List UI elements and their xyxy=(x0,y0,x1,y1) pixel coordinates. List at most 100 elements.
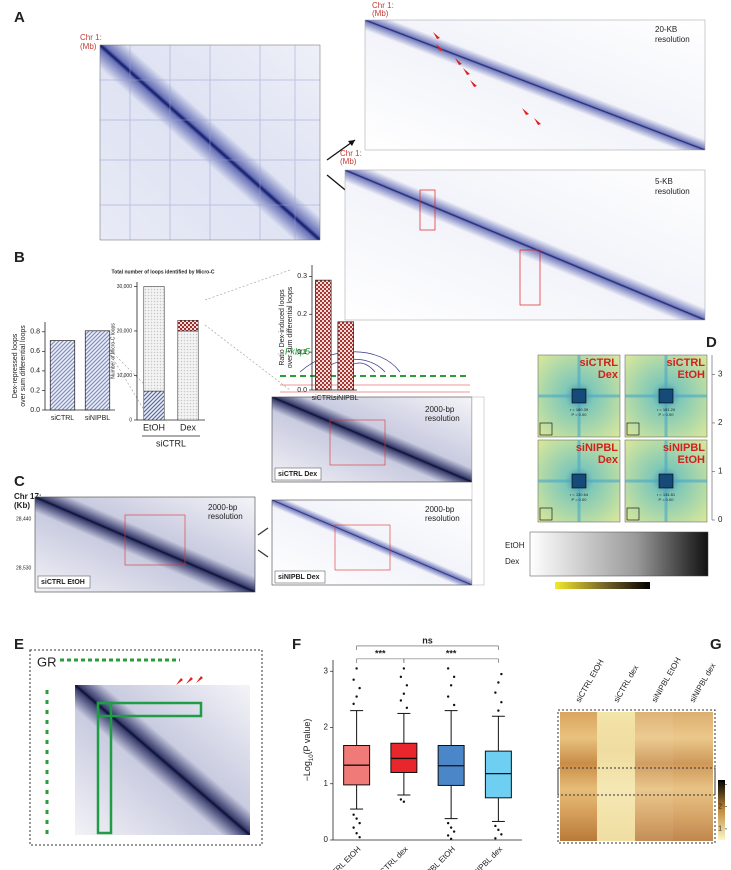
roi xyxy=(124,514,186,566)
pileup-stat: P = 0.00 xyxy=(572,497,588,502)
pileup-stat: r = 134.81 xyxy=(657,492,676,497)
y-tick-label: 0.3 xyxy=(297,273,307,280)
tracks xyxy=(280,384,470,393)
x-tick-label: siCTRL xyxy=(312,395,335,402)
outlier xyxy=(449,684,453,687)
bracket xyxy=(356,645,499,650)
resolution: resolution xyxy=(208,512,243,521)
hic-map xyxy=(75,685,250,835)
y-tick-label: 0.1 xyxy=(297,349,307,356)
x-tick-label: siCTRL EtOH xyxy=(322,844,363,870)
y-tick-label: 0 xyxy=(324,835,329,844)
arrow-head xyxy=(348,140,355,146)
y-axis-label: over sum differential loops xyxy=(20,325,27,407)
sample-label: Dex xyxy=(598,369,619,381)
bar xyxy=(337,321,354,391)
pileup-stat: r = 180.39 xyxy=(570,407,589,412)
apa-strip xyxy=(529,531,709,577)
colorbar xyxy=(718,780,725,840)
panel-label: A xyxy=(14,9,25,26)
pileup-corner xyxy=(626,507,640,521)
scale-label: 1 xyxy=(718,467,723,476)
outlier xyxy=(358,821,361,825)
resolution: 20-KB xyxy=(655,25,677,34)
outlier xyxy=(446,695,450,698)
outlier xyxy=(452,675,456,679)
scale-label: 3 xyxy=(718,781,722,788)
outlier xyxy=(352,826,355,829)
hic-map xyxy=(344,169,706,321)
highlight xyxy=(96,701,113,835)
track-label: GR xyxy=(37,654,57,669)
significance: *** xyxy=(446,648,457,658)
side-track xyxy=(471,396,485,586)
outlier xyxy=(355,832,358,835)
x-tick-label: EtOH xyxy=(143,422,165,432)
outlier xyxy=(402,800,406,803)
outlier xyxy=(358,686,361,690)
pileup-center xyxy=(658,388,674,404)
y-tick-label: 0.6 xyxy=(30,348,40,355)
y-tick-label: 10,000 xyxy=(117,373,133,379)
sample-label: EtOH xyxy=(678,369,706,381)
arrows xyxy=(176,676,203,685)
resolution: 2000-bp xyxy=(208,503,238,512)
outlier xyxy=(494,837,497,840)
colorbar xyxy=(555,582,650,589)
outlier xyxy=(399,699,403,702)
x-tick-label: siNIPBL dex xyxy=(467,845,504,870)
y-tick-label: 0.4 xyxy=(30,368,40,375)
outlier xyxy=(399,798,403,801)
outlier xyxy=(494,824,497,828)
outlier xyxy=(500,672,503,676)
box xyxy=(484,750,512,799)
outlier xyxy=(497,828,500,832)
panel-label: C xyxy=(14,473,25,490)
y-tick-label: 30,000 xyxy=(117,284,133,290)
heatmap-column xyxy=(560,712,597,841)
outlier xyxy=(452,703,456,707)
heatmap-column xyxy=(673,712,713,841)
scale-label: 3 xyxy=(718,370,723,379)
y-axis-label-part: (P value) xyxy=(302,719,312,755)
pileup-stat: P = 0.00 xyxy=(572,412,588,417)
outlier xyxy=(500,700,503,704)
axis-label: Chr 17: xyxy=(14,492,42,501)
outlier xyxy=(500,833,503,836)
bar-segment xyxy=(177,330,199,421)
axis-label: (Mb) xyxy=(372,9,389,18)
heatmap-column xyxy=(635,712,673,841)
panel-label: F xyxy=(292,636,301,653)
panel-label: E xyxy=(14,636,24,653)
heatmap-column xyxy=(597,712,635,841)
outlier xyxy=(405,684,409,687)
y-tick-label: 0 xyxy=(129,417,132,423)
roi xyxy=(334,524,391,571)
roi xyxy=(329,419,386,466)
outlier xyxy=(399,675,403,679)
outlier xyxy=(355,695,358,698)
bar-segment xyxy=(177,320,199,332)
sample-label: Dex xyxy=(598,454,619,466)
y-tick-label: 0.0 xyxy=(30,407,40,414)
outlier xyxy=(355,667,358,670)
loop-boxes xyxy=(419,189,541,306)
significance: ns xyxy=(422,635,433,645)
sample-label: siCTRL xyxy=(667,357,706,369)
panel-label: G xyxy=(710,636,722,653)
resolution: 5-KB xyxy=(655,177,673,186)
y-tick-label: 20,000 xyxy=(117,328,133,334)
outlier xyxy=(497,709,500,712)
y-tick-label: 0.2 xyxy=(297,311,307,318)
x-tick-label: siNIPBL xyxy=(85,415,110,422)
outlier xyxy=(446,834,450,837)
resolution: resolution xyxy=(425,414,460,423)
x-tick-label: Dex xyxy=(180,422,197,432)
scale-label: 2 xyxy=(718,804,722,811)
pileup-corner xyxy=(539,422,553,436)
x-tick-label: siNIPBL EtOH xyxy=(415,844,457,870)
outlier xyxy=(446,667,450,670)
resolution: 2000-bp xyxy=(425,405,455,414)
x-tick-label: siCTRL dex xyxy=(374,845,410,870)
outlier xyxy=(402,692,406,695)
